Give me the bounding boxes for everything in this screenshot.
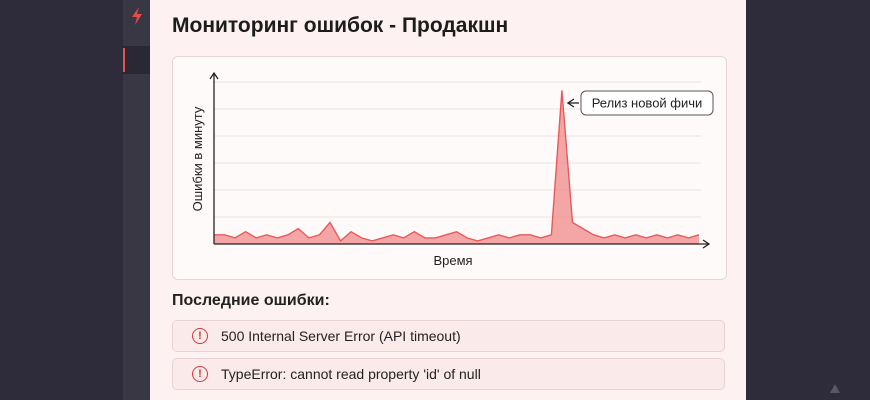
main-panel: Мониторинг ошибок - Продакшн Время Ошибки… bbox=[150, 0, 746, 400]
annotation-arrowhead bbox=[566, 98, 575, 108]
sidebar-item-active[interactable] bbox=[123, 46, 150, 74]
error-rate-chart-card: Время Ошибки в минуту Релиз новой фичи bbox=[172, 56, 727, 280]
error-text: TypeError: cannot read property 'id' of … bbox=[221, 366, 481, 382]
annotation-box bbox=[580, 90, 714, 116]
error-item[interactable]: ! TypeError: cannot read property 'id' o… bbox=[172, 358, 725, 390]
annotation-label: Релиз новой фичи bbox=[592, 96, 703, 111]
alert-circle-icon: ! bbox=[192, 366, 208, 382]
x-axis-arrow bbox=[702, 239, 711, 249]
y-axis-label: Ошибки в минуту bbox=[190, 106, 205, 211]
series-line bbox=[214, 90, 700, 242]
alert-circle-icon: ! bbox=[192, 328, 208, 344]
error-rate-chart: Время Ошибки в минуту Релиз новой фичи bbox=[190, 71, 714, 268]
error-item[interactable]: ! 500 Internal Server Error (API timeout… bbox=[172, 320, 725, 352]
x-axis-label: Время bbox=[433, 253, 472, 268]
corner-triangle-icon bbox=[830, 384, 840, 393]
error-text: 500 Internal Server Error (API timeout) bbox=[221, 328, 461, 344]
recent-errors-title: Последние ошибки: bbox=[172, 292, 330, 309]
y-axis-arrow bbox=[209, 71, 219, 80]
bolt-logo-icon[interactable] bbox=[129, 6, 145, 26]
page-title: Мониторинг ошибок - Продакшн bbox=[172, 14, 509, 37]
sidebar bbox=[123, 0, 150, 400]
